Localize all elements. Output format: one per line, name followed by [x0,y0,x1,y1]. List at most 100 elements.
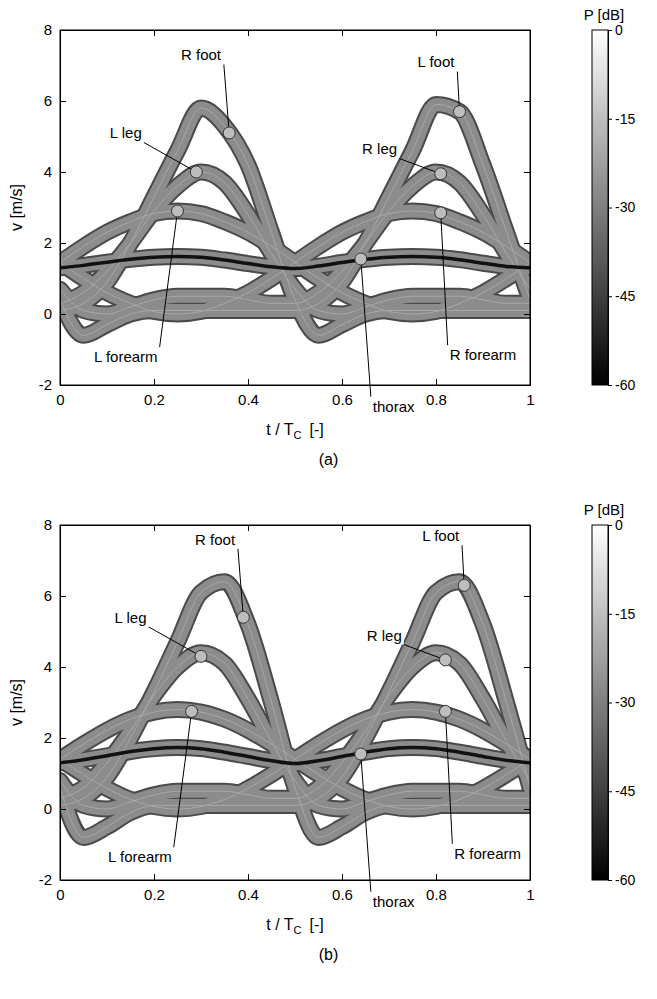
label-patch [106,847,174,866]
tick-mark [608,791,612,792]
annotation-marker [355,253,367,265]
line [60,748,530,764]
annotation: R leg [360,139,447,179]
plot-background [60,525,530,880]
leader-line [404,645,446,660]
label-patch [416,52,458,71]
tick-label: 0.8 [426,886,447,903]
label-patch [448,345,519,364]
line [60,582,530,838]
annotation-label: L leg [110,124,142,141]
annotation-label: R foot [195,531,236,548]
annotation-label: R leg [367,627,402,644]
tick-mark [60,172,66,173]
plot-area [60,105,530,336]
colorbar-axis: 0-15-30-45-60 [608,517,635,888]
tick: 6 [44,587,66,604]
tick-mark [524,101,530,102]
tick-mark [608,525,612,526]
line [60,653,530,809]
tick-label: -60 [615,872,635,888]
tick: 0.4 [238,874,259,903]
tick-label: 0 [44,800,52,817]
annotation-label: L leg [115,609,147,626]
annotation-label: L foot [418,53,456,70]
line [60,710,530,809]
tick [248,525,249,531]
leader-line [144,142,197,172]
label-patch [360,139,399,158]
tick: -15 [608,606,635,622]
label-patch [365,626,404,645]
tick-label: 0.4 [238,391,259,408]
tick-mark [248,525,249,531]
colorbar [592,30,608,385]
tick-label: 1 [526,391,534,408]
colorbar-title: P [dB] [584,501,625,518]
annotation: thorax [355,253,417,416]
tick-label: 0.4 [238,886,259,903]
tick-mark [436,874,437,880]
tick: -60 [608,377,635,393]
tick-mark [248,379,249,385]
annotation-label: R forearm [450,346,517,363]
leader-line [361,259,371,397]
tick-mark [608,880,612,881]
tick: 0.8 [426,379,447,408]
tick-mark [524,596,530,597]
tick: -30 [608,199,635,215]
tick: 0.4 [238,379,259,408]
colorbar-axis: 0-15-30-45-60 [608,22,635,393]
tick-mark [608,296,612,297]
band [60,172,530,314]
tick-mark [60,596,66,597]
annotation-marker [172,205,184,217]
tick-mark [436,379,437,385]
x-axis-title-unit: [-] [310,421,324,438]
tick-mark [342,525,343,531]
leader-line [399,158,441,173]
x-axis-top [61,30,531,36]
annotation-label: L forearm [94,348,158,365]
tick-label: 6 [44,587,52,604]
annotation: R leg [365,626,452,666]
tick-mark [342,30,343,36]
band-edge [60,105,530,336]
band-edge [60,108,530,335]
annotation: L forearm [92,205,184,366]
tick-mark [60,101,66,102]
annotation-marker [439,654,451,666]
tick [524,596,530,597]
tick: -60 [608,872,635,888]
annotations: R footL legL forearmL footR legR forearm… [92,45,518,415]
band [60,172,530,314]
colorbar [592,525,608,880]
panel-title: (b) [319,946,339,963]
tick: 0 [44,800,66,817]
band [60,211,530,314]
leader-line [445,711,452,844]
tick: 0.8 [426,874,447,903]
tick: 2 [44,729,66,746]
tick-label: 6 [44,92,52,109]
tick-label: 1 [526,886,534,903]
annotation-marker [435,168,447,180]
tick-label: 2 [44,729,52,746]
tick [342,525,343,531]
leader-line [160,211,178,347]
tick-label: 4 [44,658,52,675]
annotation-marker [186,705,198,717]
annotation-marker [195,650,207,662]
line [60,256,530,268]
tick-label: 0.8 [426,391,447,408]
tick: -15 [608,111,635,127]
tick-mark [248,874,249,880]
tick-mark [154,874,155,880]
tick-label: 8 [44,21,52,38]
tick: 0 [44,305,66,322]
tick-label: -15 [615,606,635,622]
x-axis-title-unit: [-] [310,916,324,933]
annotation: R forearm [435,207,519,365]
band [60,710,530,809]
tick: 0.6 [332,379,353,408]
